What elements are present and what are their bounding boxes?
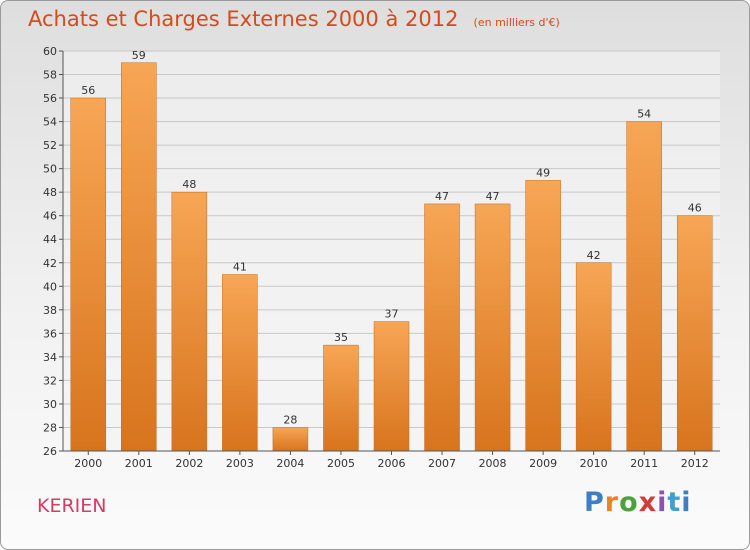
data-label: 48 [182,178,196,191]
y-tick-label: 34 [43,351,57,364]
bar [70,97,107,452]
y-tick-label: 60 [43,45,57,58]
x-tick-label: 2005 [327,457,355,470]
bar [424,203,460,452]
y-tick-label: 56 [43,92,57,105]
bar [171,191,208,452]
y-tick-label: 48 [43,186,57,199]
bar [525,180,561,452]
data-label: 42 [587,249,601,262]
x-tick-label: 2006 [378,457,406,470]
y-tick-label: 44 [43,233,57,246]
x-tick-label: 2002 [175,457,203,470]
y-tick-label: 40 [43,280,57,293]
bar [272,427,309,452]
data-label: 35 [334,331,348,344]
chart-subtitle: (en milliers d'€) [473,16,560,29]
bar [676,215,713,452]
y-tick-label: 58 [43,69,57,82]
data-label: 46 [688,202,702,215]
data-label: 47 [435,190,449,203]
data-label: 28 [283,413,297,426]
data-label: 56 [81,84,95,97]
chart-title: Achats et Charges Externes 2000 à 2012 [28,7,459,31]
y-tick-label: 46 [43,210,57,223]
x-tick-label: 2008 [479,457,507,470]
data-label: 41 [233,261,247,274]
bar [474,203,511,452]
y-tick-label: 36 [43,327,57,340]
data-label: 59 [132,49,146,62]
chart-title-block: Achats et Charges Externes 2000 à 2012 (… [28,7,560,31]
x-tick-label: 2000 [74,457,102,470]
x-tick-label: 2012 [681,457,709,470]
bar [373,321,410,452]
bar [575,262,612,452]
y-tick-label: 30 [43,398,57,411]
x-tick-label: 2010 [580,457,608,470]
y-tick-label: 32 [43,374,57,387]
y-tick-label: 50 [43,163,57,176]
bar [323,344,359,452]
x-tick-label: 2004 [276,457,304,470]
proxiti-logo: Proxiti [584,487,692,518]
x-tick-label: 2007 [428,457,456,470]
x-tick-label: 2009 [529,457,557,470]
data-label: 37 [385,308,399,321]
bar [121,62,157,452]
bar [222,274,258,452]
bar [626,121,662,452]
y-tick-label: 54 [43,116,57,129]
y-tick-label: 38 [43,304,57,317]
data-label: 49 [536,166,550,179]
x-tick-label: 2001 [125,457,153,470]
x-tick-label: 2011 [630,457,658,470]
data-label: 47 [486,190,500,203]
y-tick-label: 28 [43,421,57,434]
data-label: 54 [637,108,651,121]
y-tick-label: 42 [43,257,57,270]
y-tick-label: 26 [43,445,57,458]
x-tick-label: 2003 [226,457,254,470]
town-name: KERIEN [37,495,107,517]
y-tick-label: 52 [43,139,57,152]
